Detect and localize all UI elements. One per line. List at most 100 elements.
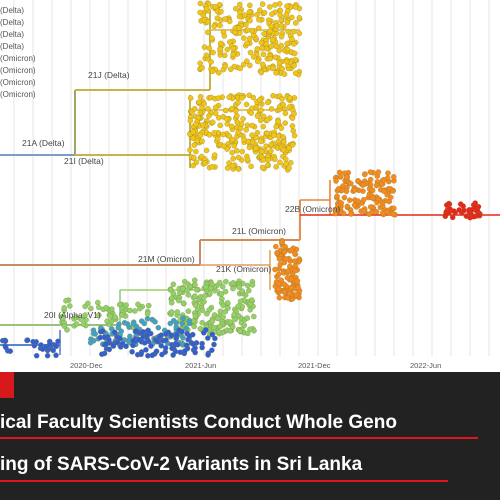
tip-dot xyxy=(123,302,129,308)
tip-dot xyxy=(95,299,101,306)
tip-dot xyxy=(236,1,243,8)
tip-dot xyxy=(237,65,243,72)
tip-dot xyxy=(293,292,300,298)
tip-dot xyxy=(261,31,268,37)
tip-dot xyxy=(381,188,387,194)
tip-dot xyxy=(294,278,301,284)
tip-dot xyxy=(291,111,297,117)
tip-dot xyxy=(277,7,284,14)
tip-dot xyxy=(103,304,109,311)
tip-dot xyxy=(255,25,262,31)
tip-dot xyxy=(191,154,197,161)
tip-dot xyxy=(186,333,193,339)
tip-dot xyxy=(289,123,296,129)
tip-dot xyxy=(203,5,210,12)
tip-dot xyxy=(209,68,216,75)
tip-dot xyxy=(207,290,213,297)
tip-dot xyxy=(158,342,164,349)
phylogenetic-tree-figure: (Delta) (Delta) (Delta) (Delta) (Omicron… xyxy=(0,0,500,370)
tip-dot xyxy=(251,54,257,60)
tip-dot xyxy=(296,15,303,21)
tip-dot xyxy=(355,198,361,204)
tip-dot xyxy=(247,2,253,9)
tip-dot xyxy=(249,282,256,288)
tip-dot xyxy=(194,138,200,144)
tip-dot xyxy=(60,315,66,322)
tip-dot xyxy=(204,311,210,317)
tip-dot xyxy=(208,59,214,65)
tip-dot xyxy=(199,105,205,111)
tip-dot xyxy=(235,129,241,136)
tip-dot xyxy=(361,208,367,214)
tip-dot xyxy=(192,313,199,319)
tip-dot xyxy=(171,317,177,324)
tip-dot xyxy=(211,324,217,331)
tip-dot xyxy=(230,280,236,286)
tip-dot xyxy=(223,278,229,285)
tip-dot xyxy=(351,187,358,193)
tip-dot xyxy=(289,142,296,148)
tip-dot xyxy=(230,51,236,58)
tip-dot xyxy=(110,343,117,349)
tip-dot xyxy=(226,160,232,166)
tip-dot xyxy=(230,285,236,292)
tip-dot xyxy=(209,163,215,170)
tip-dot xyxy=(346,197,353,203)
tip-dot xyxy=(292,4,299,10)
tip-dot xyxy=(221,33,228,39)
tip-dot xyxy=(267,28,273,34)
tip-dot xyxy=(141,340,148,346)
tip-dot xyxy=(222,16,228,22)
tip-dot xyxy=(284,3,290,9)
tip-dot xyxy=(182,348,188,354)
tip-dot xyxy=(230,155,236,162)
tip-dot xyxy=(272,156,278,163)
tip-dot xyxy=(192,349,198,356)
tip-dot xyxy=(281,281,288,287)
tip-dot xyxy=(260,113,267,120)
tip-dot xyxy=(220,314,226,320)
tip-dot xyxy=(191,323,197,330)
tip-dot xyxy=(361,197,367,203)
tip-dot xyxy=(223,107,229,114)
tip-dot xyxy=(277,12,284,19)
tip-dot xyxy=(216,329,222,335)
tip-dot xyxy=(211,23,217,30)
tip-dot xyxy=(282,120,288,126)
tip-dot xyxy=(144,332,151,339)
tree-tip-dots xyxy=(0,0,483,359)
tip-dot xyxy=(283,161,289,167)
tip-dot xyxy=(130,320,137,327)
tip-dot xyxy=(185,308,192,314)
tip-dot xyxy=(214,315,221,322)
tip-dot xyxy=(278,33,285,40)
tip-dot xyxy=(174,309,181,315)
tip-dot xyxy=(248,297,255,303)
tip-dot xyxy=(235,154,242,161)
tip-dot xyxy=(192,282,198,288)
tip-dot xyxy=(205,335,211,341)
axis-tick-label: 2022-Jun xyxy=(410,361,441,370)
tip-dot xyxy=(212,152,218,158)
tip-dot xyxy=(116,301,123,308)
tip-dot xyxy=(237,328,243,334)
tip-dot xyxy=(212,4,219,10)
tip-dot xyxy=(145,302,152,309)
tip-dot xyxy=(103,341,109,347)
tip-dot xyxy=(343,174,350,180)
tip-dot xyxy=(130,342,136,349)
tip-dot xyxy=(273,123,279,130)
tip-dot xyxy=(259,164,266,171)
legend-entry: (Delta) xyxy=(0,18,24,27)
tip-dot xyxy=(190,341,197,347)
clade-labels: 21J (Delta) 21A (Delta) 21I (Delta) 22B … xyxy=(22,70,340,320)
legend-entry: (Delta) xyxy=(0,30,24,39)
tip-dot xyxy=(197,60,203,66)
tip-dot xyxy=(115,325,122,331)
tip-dot xyxy=(287,95,293,101)
tip-dot xyxy=(137,305,143,312)
tip-dot xyxy=(268,148,274,154)
tip-dot xyxy=(282,243,288,250)
tip-dot xyxy=(283,11,290,18)
tip-dot xyxy=(169,345,175,352)
